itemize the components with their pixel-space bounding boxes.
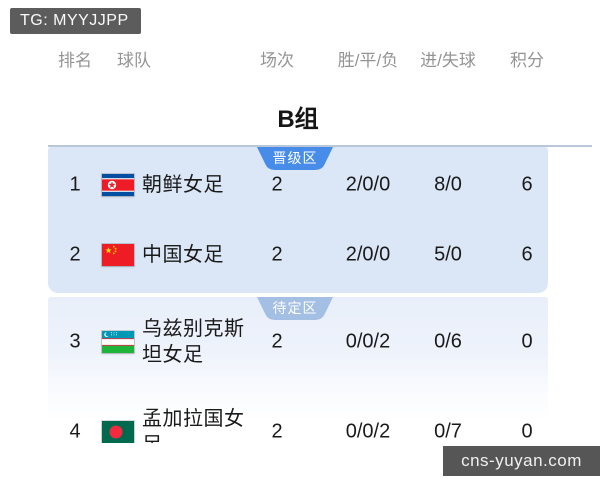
header-played: 场次: [260, 51, 294, 70]
goals-cell: 0/6: [434, 330, 462, 353]
bangladesh-flag: [102, 421, 134, 443]
uzbekistan-flag: [102, 331, 134, 353]
wdl-cell: 0/0/2: [345, 330, 391, 353]
header-wdl: 胜/平/负: [337, 51, 399, 70]
team-name: 朝鲜女足: [142, 174, 224, 196]
tg-overlay-badge: TG: MYYJJPP: [10, 8, 141, 34]
played-cell: 2: [271, 173, 283, 196]
wdl-cell: 0/0/2: [345, 420, 391, 443]
group-title: B组: [277, 106, 319, 133]
goals-cell: 5/0: [434, 243, 462, 266]
table-row-clipper: 4 孟加拉国女足 2 0/0/2 0/7 0: [0, 403, 600, 443]
pending-badge-shape: [257, 297, 333, 320]
north-korea-flag: [102, 174, 134, 196]
wdl-cell: 2/0/0: [345, 173, 391, 196]
promotion-zone-label: 晋级区: [272, 150, 318, 166]
points-cell: 6: [521, 243, 533, 266]
table-row[interactable]: 2 中国女足 2 2/0/0 5/0 6: [0, 238, 600, 272]
goals-cell: 0/7: [434, 420, 462, 443]
header-rank: 排名: [58, 51, 92, 70]
team-name: 中国女足: [142, 244, 224, 266]
promotion-zone-card: [48, 147, 548, 293]
team-name: 孟加拉国女足: [142, 408, 245, 443]
rank-cell: 1: [69, 173, 81, 196]
table-row[interactable]: 1 朝鲜女足 2 2/0/0 8/0 6: [0, 168, 600, 202]
played-cell: 2: [271, 420, 283, 443]
table-top-divider: [48, 145, 592, 147]
played-cell: 2: [271, 243, 283, 266]
header-team: 球队: [117, 51, 151, 70]
table-row[interactable]: 4 孟加拉国女足 2 0/0/2 0/7 0: [0, 403, 600, 443]
played-cell: 2: [271, 330, 283, 353]
goals-cell: 8/0: [434, 173, 462, 196]
team-name: 乌兹别克斯坦女足: [142, 318, 245, 366]
rank-cell: 3: [69, 330, 81, 353]
pending-zone-badge: 待定区: [257, 297, 333, 321]
china-flag: [102, 244, 134, 266]
table-row[interactable]: 3 乌兹别克斯坦女足 2 0/0/2 0/6 0: [0, 313, 600, 371]
pending-zone-label: 待定区: [272, 300, 318, 316]
promotion-zone-badge: 晋级区: [257, 147, 333, 171]
points-cell: 6: [521, 173, 533, 196]
rank-cell: 4: [69, 420, 81, 443]
header-goals: 进/失球: [420, 51, 476, 70]
wdl-cell: 2/0/0: [345, 243, 391, 266]
promotion-badge-shape: [257, 147, 333, 170]
rank-cell: 2: [69, 243, 81, 266]
site-watermark: cns-yuyan.com: [443, 446, 600, 476]
header-points: 积分: [510, 51, 544, 70]
points-cell: 0: [521, 420, 533, 443]
points-cell: 0: [521, 330, 533, 353]
